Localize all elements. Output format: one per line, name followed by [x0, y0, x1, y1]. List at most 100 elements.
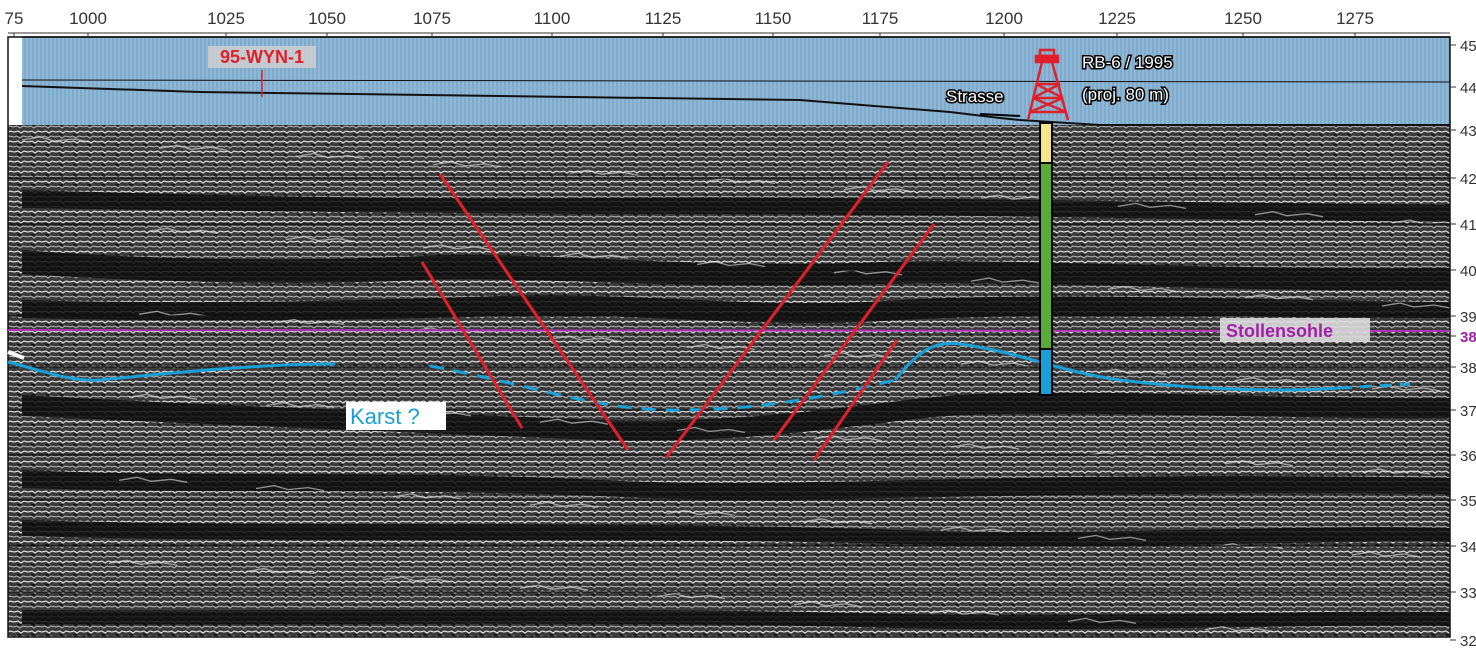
seismic-panel: [7, 36, 1461, 638]
top-axis-tick-label: 1100: [534, 9, 571, 28]
seismic-streak: [706, 177, 776, 185]
borehole-rb6-proj-label: (proj. 80 m): [1082, 85, 1169, 104]
seismic-streak: [529, 501, 599, 508]
seismic-streak: [21, 136, 91, 143]
fault-lines: [420, 161, 936, 461]
seismic-streak: [930, 609, 1000, 616]
seismic-streak: [108, 559, 178, 566]
seismic-streak: [158, 144, 228, 151]
reflector-band: [22, 470, 1450, 500]
road-arrow: [979, 113, 1021, 117]
top-axis-tick-label: 1125: [645, 9, 682, 28]
seismic-streak: [940, 526, 1010, 533]
top-axis-tick-label: 1000: [69, 9, 107, 28]
top-axis-tick-label: 1225: [1098, 9, 1136, 28]
seismic-streak: [422, 244, 492, 251]
right-axis-tick-label: 37: [1460, 403, 1476, 420]
borehole-95-label-box: [208, 46, 316, 68]
seismic-streak: [1097, 368, 1167, 376]
right-axis-tick-label: 32: [1460, 633, 1476, 649]
right-axis-tick-label: 45: [1460, 38, 1476, 55]
road-label: Strasse: [946, 87, 1004, 106]
seismic-streak: [138, 310, 208, 317]
seismic-streak: [843, 186, 913, 193]
horizon-solid-right: [893, 341, 1341, 392]
top-axis-tick-label: 1275: [1336, 9, 1374, 28]
borehole-95-label: 95-WYN-1: [220, 47, 304, 67]
top-axis-tick-label: 1050: [308, 9, 346, 28]
fault-4: [772, 223, 936, 441]
seismic-streak: [1244, 294, 1314, 301]
reflector-band: [22, 520, 1450, 546]
seismic-streak: [1224, 460, 1294, 467]
karst-label: Karst ?: [350, 404, 420, 429]
seismic-streak: [980, 194, 1050, 201]
right-axis-tick-label: 43: [1460, 123, 1476, 140]
right-axis-tick-label: 35: [1460, 493, 1476, 510]
seismic-streak: [275, 318, 345, 326]
top-axis-tick-label: 75: [5, 9, 24, 28]
right-axis-tick-label: 38: [1460, 360, 1476, 377]
top-axis-tick-label: 1175: [862, 9, 899, 28]
right-axis-tick-label: 33: [1460, 585, 1476, 602]
seismic-streak: [539, 418, 609, 425]
top-axis-tick-label: 1075: [413, 9, 451, 28]
seismic-streak: [1234, 377, 1304, 384]
borehole-rb6-label: RB-6 / 1995: [1082, 53, 1173, 72]
seismic-streak: [432, 161, 502, 168]
right-axis-tick-label: 36: [1460, 448, 1476, 465]
right-axis-tick-label: 34: [1460, 539, 1476, 556]
seismic-streak: [392, 493, 462, 500]
horizon-solid-left: [7, 360, 336, 382]
fault-1: [420, 261, 524, 429]
top-axis-tick-label: 1250: [1224, 9, 1262, 28]
seismic-streak: [519, 584, 589, 591]
karst-label-box: [346, 402, 446, 430]
seismic-streak: [549, 335, 619, 342]
fault-2: [438, 173, 630, 451]
reflector-band: [22, 609, 1450, 630]
log-blue-segment: [1041, 350, 1051, 394]
seismic-streak: [118, 476, 188, 483]
seismic-streak: [1204, 626, 1274, 633]
log-green-segment: [1041, 164, 1051, 348]
panel-frame: [7, 36, 1451, 638]
depth-grid-lines: [8, 177, 1450, 593]
seismic-streak: [686, 343, 756, 351]
seismic-streak: [1067, 617, 1137, 625]
seismic-streak: [1361, 468, 1431, 475]
seismic-streak: [656, 592, 726, 600]
seismic-streak: [1117, 202, 1187, 210]
seismic-streak: [813, 435, 883, 442]
right-axis-tick-label: 41: [1460, 217, 1476, 234]
horizon-dashed: [429, 364, 896, 412]
seismic-streak: [970, 277, 1040, 284]
karst-annotation: Karst ?: [346, 402, 446, 430]
fault-3: [664, 161, 890, 459]
log-yellow-segment: [1041, 124, 1051, 162]
seismic-streak: [1371, 385, 1441, 392]
seismic-streak: [960, 360, 1030, 367]
right-axis-tick-label: 38: [1460, 329, 1476, 346]
reflector-band: [22, 190, 1450, 222]
seismic-streak: [666, 509, 736, 517]
top-axis: 75 1000 1025 1050 1075 1100 1125 1150 1175 1200 12…: [5, 9, 1450, 37]
gallery-floor-line: [7, 329, 1451, 332]
seismic-streak: [696, 260, 766, 268]
seismic-streak: [265, 401, 335, 409]
fault-5: [812, 339, 899, 461]
top-axis-tick-label: 1025: [207, 9, 245, 28]
right-axis-tick-label: 40: [1460, 263, 1476, 280]
seismic-streak: [148, 227, 218, 234]
horizon-dashed-right: [1339, 382, 1411, 390]
right-axis-tick-label: 39: [1460, 309, 1476, 326]
seismic-streak: [382, 576, 452, 583]
ground-surface-line: [21, 85, 1450, 126]
seismic-streak: [1381, 302, 1451, 309]
right-axis: 45 44 43 42 41 40 39 38 38 37 36 35 34 33 32: [1450, 38, 1476, 649]
derrick-icon: [1026, 48, 1070, 121]
horizon-left-stub: [7, 350, 25, 360]
seismic-streak: [1077, 534, 1147, 542]
road-annotation: Strasse: [945, 86, 1021, 117]
borehole-95-wyn-1: 95-WYN-1: [208, 46, 316, 97]
